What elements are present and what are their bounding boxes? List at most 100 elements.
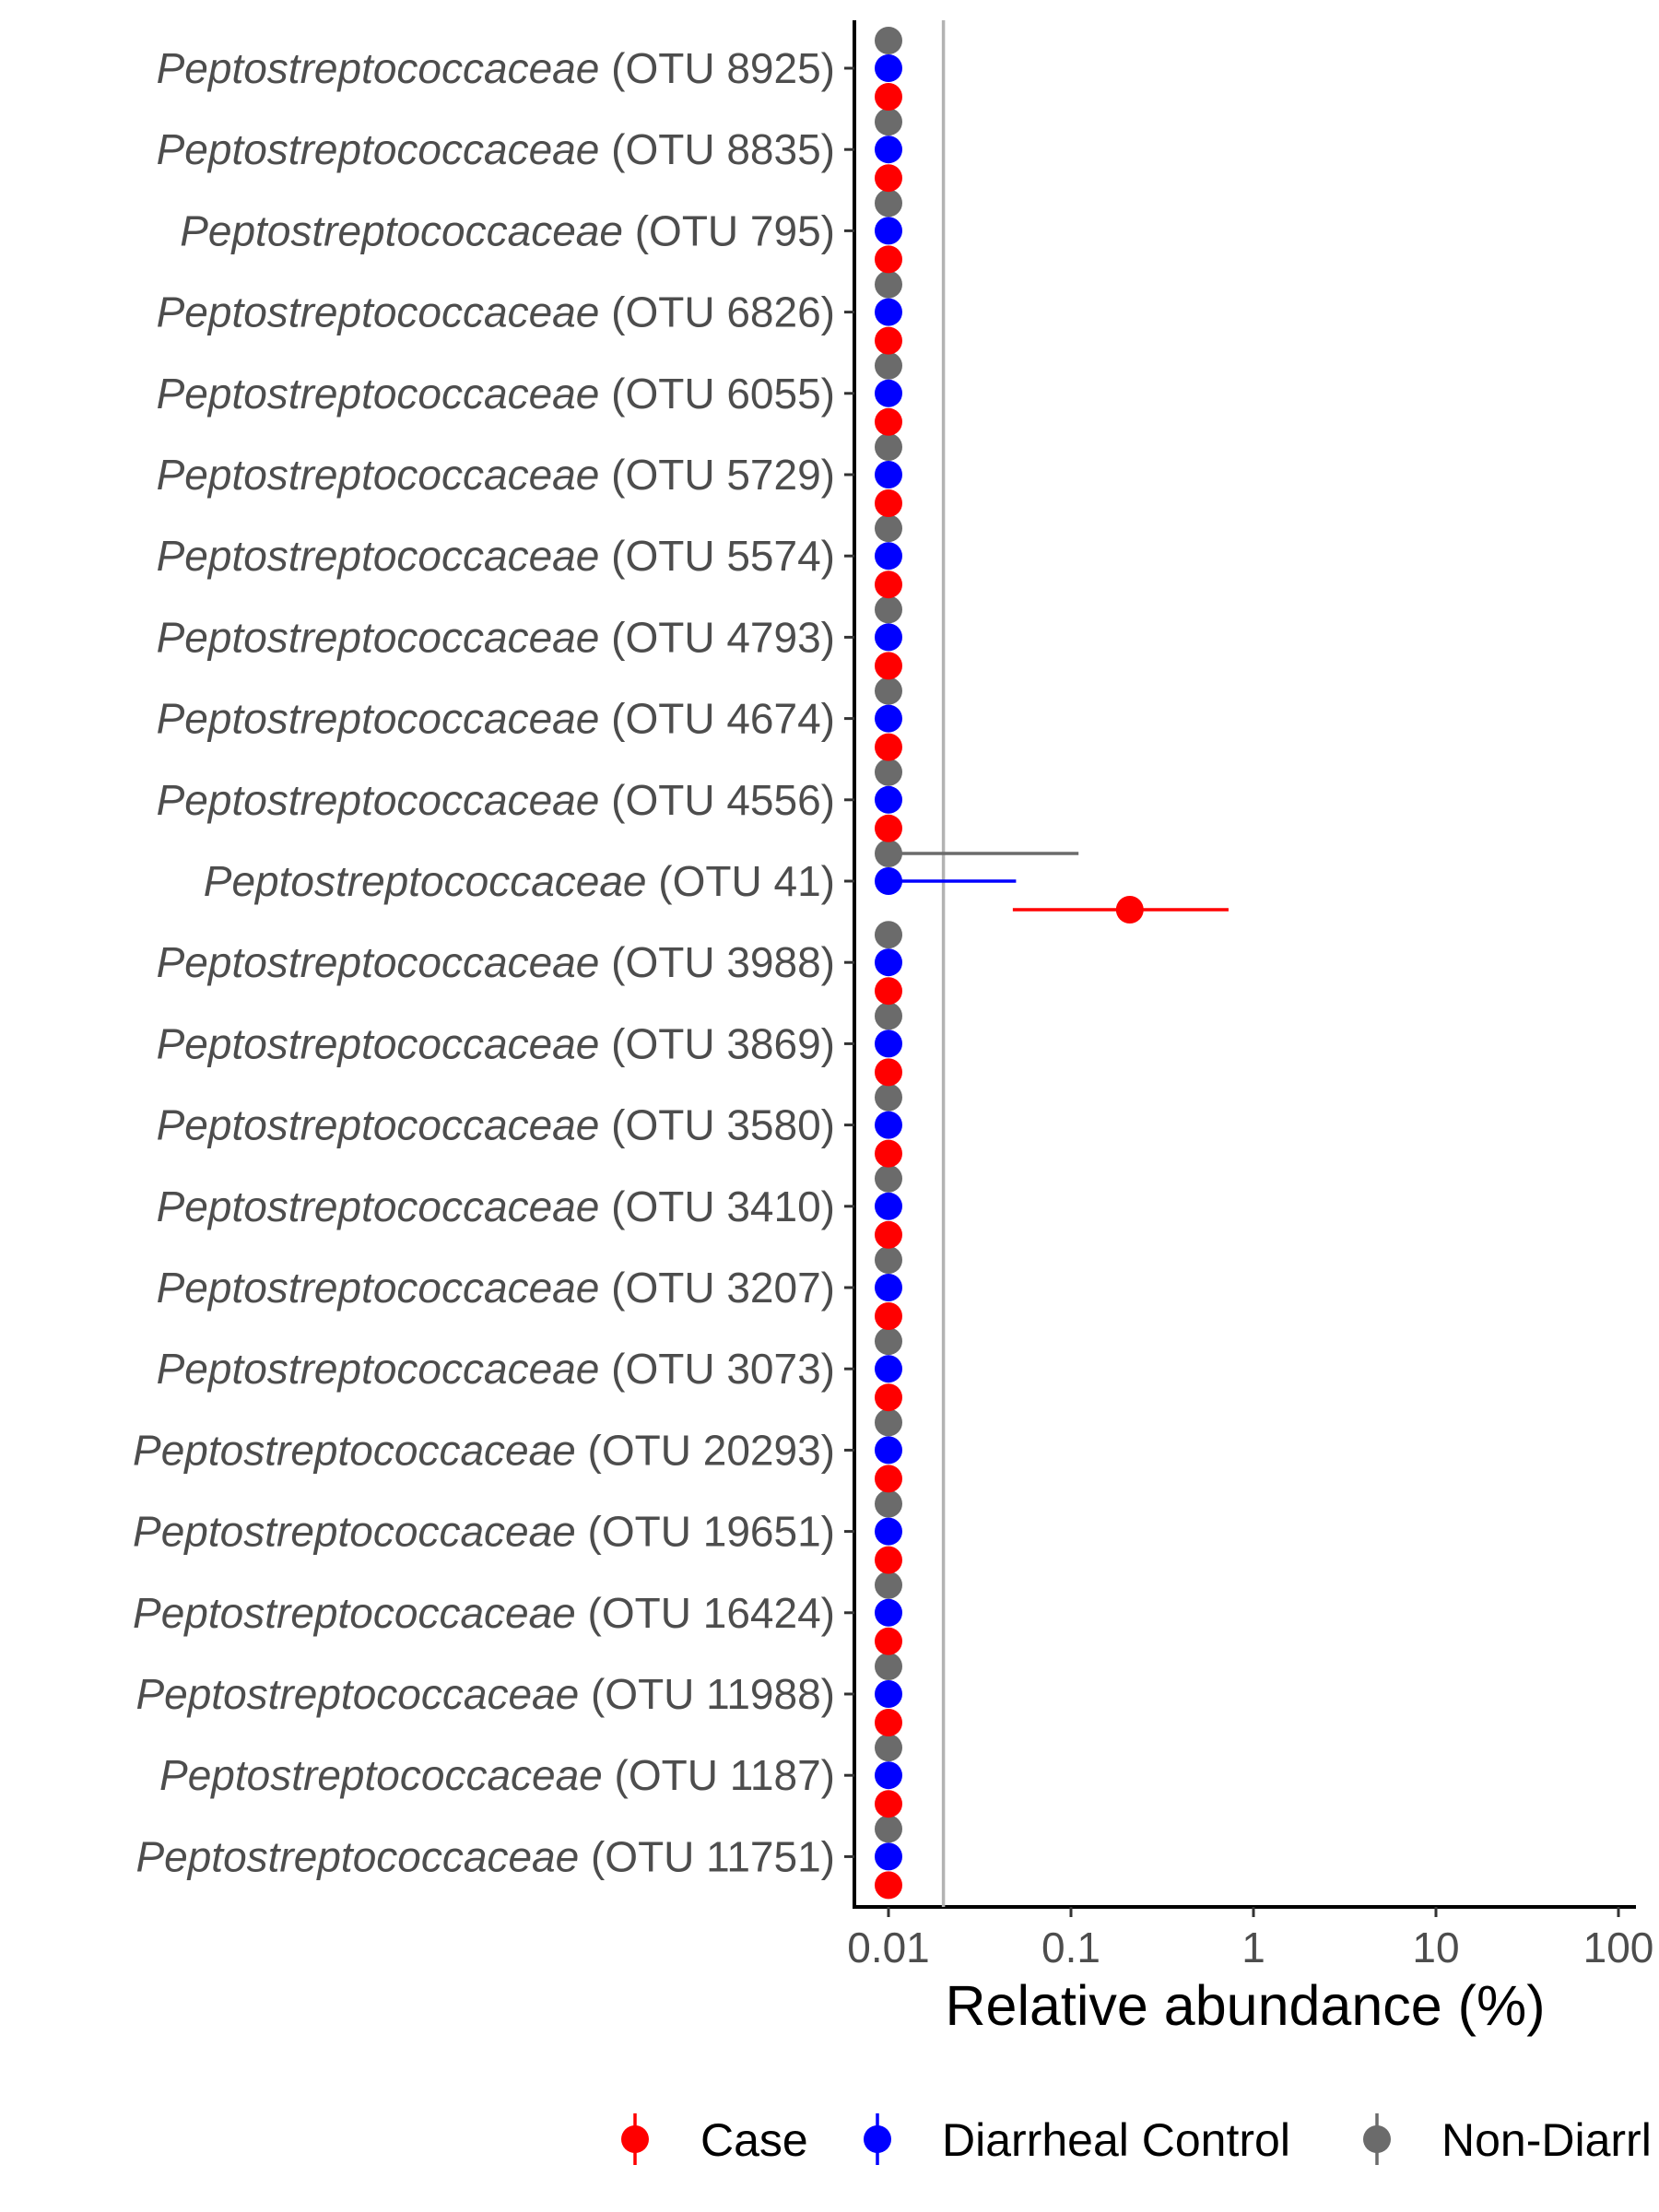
y-tick-label: Peptostreptococcaceae (OTU 4793) — [157, 613, 835, 661]
y-tick-label: Peptostreptococcaceae (OTU 795) — [180, 206, 835, 254]
data-point — [875, 1302, 902, 1330]
data-point — [875, 1598, 902, 1627]
y-tick-label-family: Peptostreptococcaceae — [157, 1264, 600, 1312]
y-tick-label: Peptostreptococcaceae (OTU 16424) — [133, 1589, 835, 1637]
y-tick-label-family: Peptostreptococcaceae — [157, 1019, 600, 1067]
data-point — [875, 1680, 902, 1708]
legend-label: Case — [700, 2114, 808, 2166]
data-point — [875, 514, 902, 543]
y-tick-label-family: Peptostreptococcaceae — [135, 1832, 579, 1880]
data-point — [875, 1192, 902, 1220]
data-point — [875, 217, 902, 245]
y-tick-label: Peptostreptococcaceae (OTU 3869) — [157, 1019, 835, 1067]
data-point — [875, 1815, 902, 1843]
data-point — [875, 1790, 902, 1818]
legend-label: Non-Diarrl — [1441, 2114, 1652, 2166]
data-points — [875, 27, 1144, 1900]
data-point — [875, 1083, 902, 1112]
legend: Case Diarrheal Control Non-Diarrl — [621, 2113, 1652, 2166]
y-tick-label-family: Peptostreptococcaceae — [133, 1426, 576, 1474]
data-point — [875, 1246, 902, 1274]
data-point — [875, 542, 902, 571]
x-axis-title: Relative abundance (%) — [945, 1974, 1545, 2037]
x-tick-label: 0.01 — [847, 1924, 930, 1971]
y-tick-label-otu: (OTU 3988) — [599, 938, 835, 986]
data-point — [875, 1489, 902, 1518]
y-tick-label-family: Peptostreptococcaceae — [135, 1670, 579, 1718]
y-tick-label: Peptostreptococcaceae (OTU 19651) — [133, 1508, 835, 1556]
data-point — [875, 1220, 902, 1249]
data-point — [875, 840, 902, 867]
data-point — [875, 733, 902, 761]
y-tick-label: Peptostreptococcaceae (OTU 1187) — [159, 1751, 835, 1799]
data-point — [875, 108, 902, 136]
y-tick-label-otu: (OTU 6826) — [599, 288, 835, 336]
y-tick-label: Peptostreptococcaceae (OTU 3207) — [157, 1264, 835, 1312]
y-tick-label-otu: (OTU 3073) — [599, 1345, 835, 1393]
legend-label: Diarrheal Control — [942, 2114, 1290, 2166]
y-tick-label-otu: (OTU 4793) — [599, 613, 835, 661]
data-point — [875, 27, 902, 54]
y-tick-label: Peptostreptococcaceae (OTU 6055) — [157, 370, 835, 418]
y-tick-label-otu: (OTU 4674) — [599, 695, 835, 743]
y-tick-label-otu: (OTU 20293) — [576, 1426, 835, 1474]
y-tick-label-otu: (OTU 8835) — [599, 125, 835, 173]
y-tick-label-family: Peptostreptococcaceae — [157, 288, 600, 336]
y-tick-label-otu: (OTU 16424) — [576, 1589, 835, 1637]
data-point — [875, 1383, 902, 1412]
y-tick-label-family: Peptostreptococcaceae — [157, 125, 600, 173]
data-point — [875, 270, 902, 299]
y-tick-label: Peptostreptococcaceae (OTU 11988) — [135, 1670, 835, 1718]
y-tick-label-otu: (OTU 5729) — [599, 451, 835, 499]
y-tick-label: Peptostreptococcaceae (OTU 3580) — [157, 1101, 835, 1149]
x-tick-label: 1 — [1241, 1924, 1265, 1971]
data-point — [875, 1761, 902, 1790]
y-tick-label: Peptostreptococcaceae (OTU 8925) — [157, 44, 835, 92]
data-point — [1115, 896, 1144, 924]
data-point — [875, 1030, 902, 1058]
legend-key-dot — [1363, 2125, 1391, 2153]
data-point — [875, 867, 902, 895]
data-point — [875, 351, 902, 380]
data-point — [875, 1517, 902, 1546]
y-tick-label-otu: (OTU 4556) — [599, 776, 835, 824]
y-tick-label: Peptostreptococcaceae (OTU 3073) — [157, 1345, 835, 1393]
y-tick-label: Peptostreptococcaceae (OTU 5574) — [157, 532, 835, 580]
data-point — [875, 1327, 902, 1356]
data-point — [875, 1734, 902, 1762]
data-point — [875, 758, 902, 786]
y-tick-label: Peptostreptococcaceae (OTU 5729) — [157, 451, 835, 499]
data-point — [875, 1571, 902, 1599]
y-tick-label: Peptostreptococcaceae (OTU 4674) — [157, 695, 835, 743]
y-tick-label-family: Peptostreptococcaceae — [157, 613, 600, 661]
data-point — [875, 1355, 902, 1383]
y-tick-label: Peptostreptococcaceae (OTU 3410) — [157, 1182, 835, 1230]
data-point — [875, 54, 902, 82]
data-point — [875, 785, 902, 814]
y-tick-label-family: Peptostreptococcaceae — [157, 44, 600, 92]
data-point — [875, 326, 902, 355]
y-tick-label-otu: (OTU 3207) — [599, 1264, 835, 1312]
y-tick-label: Peptostreptococcaceae (OTU 41) — [204, 857, 835, 905]
y-tick-label-otu: (OTU 41) — [647, 857, 835, 905]
data-point — [875, 1653, 902, 1680]
x-axis-ticks: 0.01 0.1 1 10 100 — [847, 1907, 1653, 1971]
data-point — [875, 814, 902, 842]
data-point — [875, 1465, 902, 1493]
y-tick-label: Peptostreptococcaceae (OTU 6826) — [157, 288, 835, 336]
y-tick-label-otu: (OTU 8925) — [599, 44, 835, 92]
data-point — [875, 1002, 902, 1030]
data-point — [875, 298, 902, 326]
y-tick-label-family: Peptostreptococcaceae — [157, 695, 600, 743]
y-tick-label-otu: (OTU 1187) — [603, 1751, 835, 1799]
data-point — [875, 189, 902, 218]
data-point — [875, 1709, 902, 1736]
y-tick-label-otu: (OTU 19651) — [576, 1508, 835, 1556]
y-tick-label-family: Peptostreptococcaceae — [133, 1589, 576, 1637]
data-point — [875, 1274, 902, 1301]
y-tick-label-family: Peptostreptococcaceae — [133, 1508, 576, 1556]
y-tick-label-family: Peptostreptococcaceae — [157, 532, 600, 580]
data-point — [875, 1436, 902, 1465]
y-tick-label-otu: (OTU 5574) — [599, 532, 835, 580]
y-tick-label: Peptostreptococcaceae (OTU 11751) — [135, 1832, 835, 1880]
